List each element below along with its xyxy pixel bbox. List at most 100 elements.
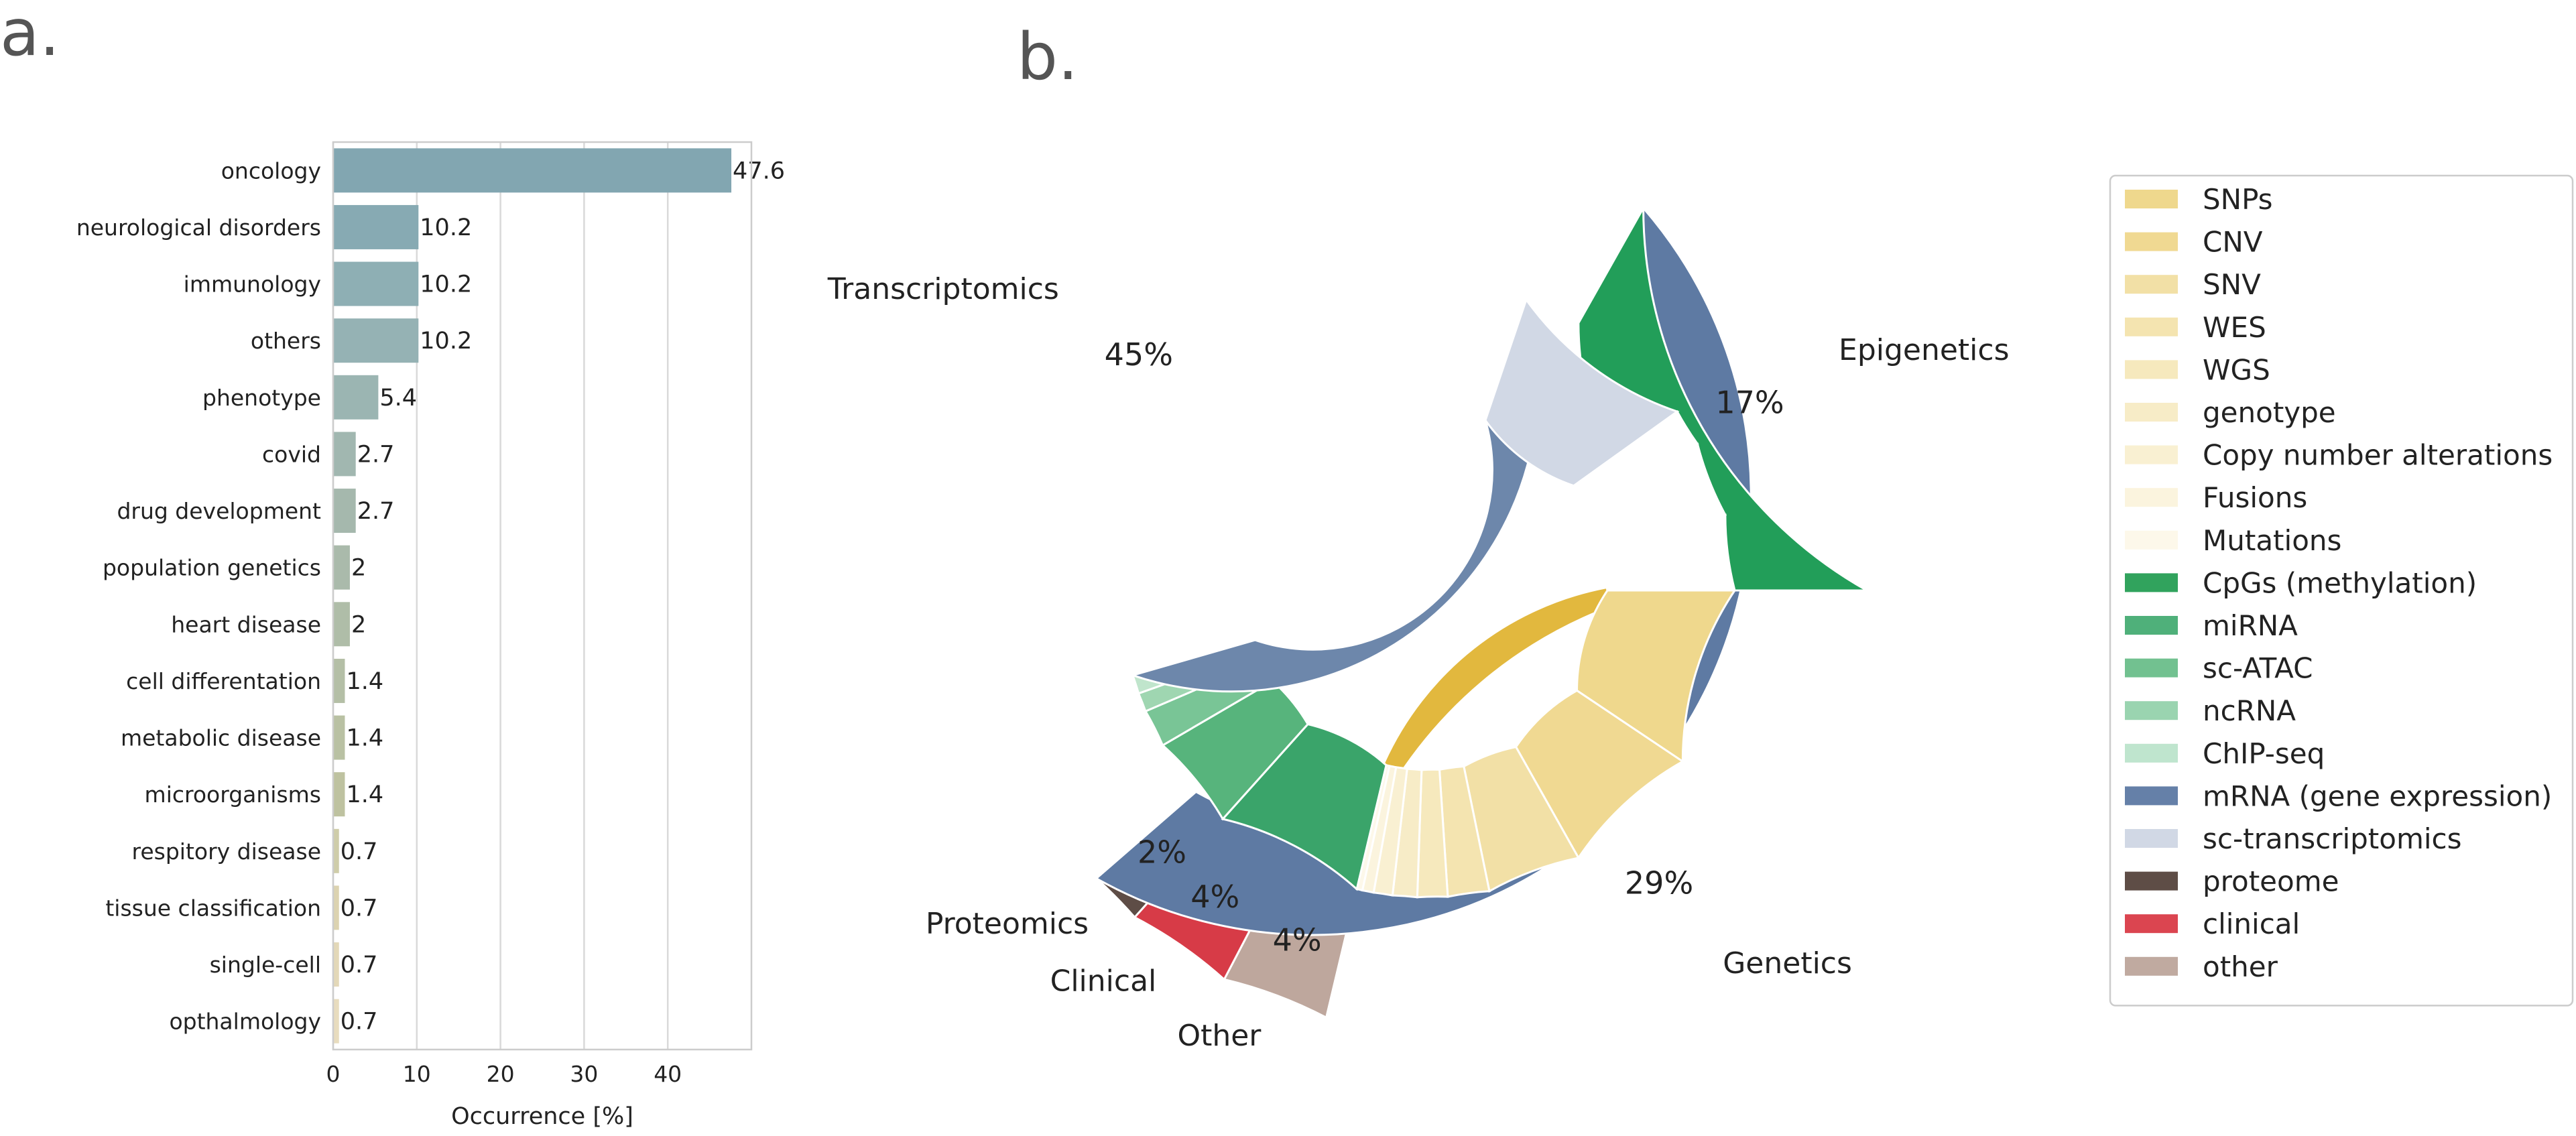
category-label-15: opthalmology — [169, 1009, 321, 1035]
legend-swatch-12 — [2125, 701, 2178, 720]
category-label-13: tissue classification — [105, 895, 321, 921]
bar-11 — [333, 772, 345, 817]
bar-6 — [333, 489, 356, 533]
category-label-1: neurological disorders — [76, 214, 321, 241]
bar-12 — [333, 828, 339, 873]
category-label-14: single-cell — [210, 952, 321, 978]
bar-4 — [333, 375, 379, 420]
category-label-3: others — [251, 328, 321, 354]
legend-label-15: sc-transcriptomics — [2203, 822, 2462, 855]
outer-pct-label-4: 45% — [1105, 336, 1173, 373]
value-label-4: 5.4 — [379, 385, 417, 412]
legend-label-4: WGS — [2203, 353, 2270, 386]
value-label-1: 10.2 — [420, 214, 472, 241]
legend-label-9: CpGs (methylation) — [2203, 566, 2477, 599]
bar-1 — [333, 204, 419, 249]
legend-swatch-11 — [2125, 658, 2178, 678]
legend-swatch-5 — [2125, 403, 2178, 422]
category-label-5: covid — [262, 441, 321, 467]
bar-13 — [333, 885, 339, 930]
legend-swatch-18 — [2125, 956, 2178, 976]
inner-slice-14 — [1129, 296, 1540, 693]
category-label-2: immunology — [184, 271, 321, 298]
legend-swatch-2 — [2125, 275, 2178, 294]
bar-7 — [333, 545, 350, 590]
legend: SNPs CNV SNV WES WGS genotype Copy number alte… — [2109, 174, 2574, 1007]
legend-label-2: SNV — [2203, 268, 2261, 301]
bar-chart: 0 10 20 30 40 oncology 47.6 neurological disord… — [76, 141, 785, 1130]
x-tick-label-2: 20 — [487, 1061, 515, 1087]
legend-swatch-3 — [2125, 317, 2178, 336]
outer-name-label-4: Transcriptomics — [827, 272, 1059, 306]
legend-swatch-15 — [2125, 829, 2178, 848]
outer-name-label-2: Clinical — [1050, 964, 1157, 998]
legend-swatch-1 — [2125, 232, 2178, 251]
panel-a-letter: a. — [0, 0, 60, 70]
category-label-6: drug development — [117, 498, 321, 524]
legend-label-10: miRNA — [2203, 609, 2298, 642]
value-label-3: 10.2 — [420, 328, 472, 355]
value-label-0: 47.6 — [733, 157, 785, 184]
category-label-7: population genetics — [103, 555, 321, 581]
outer-name-label-5: Epigenetics — [1839, 333, 2010, 367]
value-label-6: 2.7 — [357, 498, 395, 525]
outer-name-label-3: Proteomics — [926, 907, 1089, 941]
legend-swatch-17 — [2125, 914, 2178, 934]
plot-frame — [332, 141, 753, 1051]
legend-label-0: SNPs — [2203, 183, 2273, 216]
value-label-5: 2.7 — [357, 441, 395, 468]
x-axis-label: Occurrence [%] — [451, 1103, 633, 1130]
panel-b-letter: b. — [1017, 19, 1078, 94]
legend-label-5: genotype — [2203, 396, 2336, 429]
category-label-8: heart disease — [171, 611, 321, 637]
legend-swatch-7 — [2125, 488, 2178, 507]
legend-swatch-0 — [2125, 190, 2178, 208]
legend-swatch-8 — [2125, 530, 2178, 550]
category-label-10: metabolic disease — [121, 725, 321, 751]
legend-label-3: WES — [2203, 311, 2266, 344]
x-tick-label-4: 40 — [654, 1061, 682, 1087]
value-label-9: 1.4 — [346, 668, 383, 695]
value-label-10: 1.4 — [346, 725, 383, 752]
value-label-8: 2 — [351, 611, 366, 638]
value-label-7: 2 — [351, 555, 366, 582]
legend-label-14: mRNA (gene expression) — [2203, 779, 2552, 812]
value-label-11: 1.4 — [346, 781, 383, 808]
x-tick-label-1: 10 — [403, 1061, 431, 1087]
legend-swatch-16 — [2125, 871, 2178, 891]
legend-label-8: Mutations — [2203, 524, 2341, 557]
bar-2 — [333, 261, 419, 306]
outer-pct-label-2: 4% — [1190, 879, 1239, 915]
inner-slice-18 — [1601, 513, 1736, 592]
category-label-4: phenotype — [202, 385, 321, 411]
bar-15 — [333, 999, 339, 1044]
bar-9 — [333, 658, 345, 703]
legend-swatch-10 — [2125, 616, 2178, 635]
value-label-12: 0.7 — [341, 838, 378, 865]
outer-pct-label-3: 2% — [1138, 834, 1186, 870]
bar-3 — [333, 318, 419, 363]
legend-label-6: Copy number alterations — [2203, 439, 2553, 472]
outer-pct-label-0: 29% — [1625, 865, 1693, 901]
category-label-12: respitory disease — [132, 838, 322, 865]
outer-pct-label-5: 17% — [1715, 384, 1784, 420]
legend-label-13: ChIP-seq — [2203, 737, 2325, 770]
category-label-11: microorganisms — [145, 781, 321, 808]
legend-swatch-14 — [2125, 786, 2178, 806]
x-tick-label-0: 0 — [326, 1061, 341, 1087]
legend-label-12: ncRNA — [2203, 694, 2296, 727]
outer-name-label-1: Other — [1177, 1019, 1262, 1053]
bar-0 — [333, 148, 732, 193]
legend-swatch-6 — [2125, 445, 2178, 464]
legend-label-18: other — [2203, 950, 2278, 983]
legend-swatch-9 — [2125, 573, 2178, 592]
category-label-0: oncology — [221, 157, 321, 184]
legend-label-16: proteome — [2203, 865, 2339, 898]
value-label-13: 0.7 — [341, 895, 378, 922]
value-label-15: 0.7 — [341, 1009, 378, 1035]
x-tick-label-3: 30 — [570, 1061, 598, 1087]
legend-swatch-4 — [2125, 360, 2178, 379]
outer-name-label-0: Genetics — [1723, 946, 1852, 981]
bar-14 — [333, 942, 339, 987]
